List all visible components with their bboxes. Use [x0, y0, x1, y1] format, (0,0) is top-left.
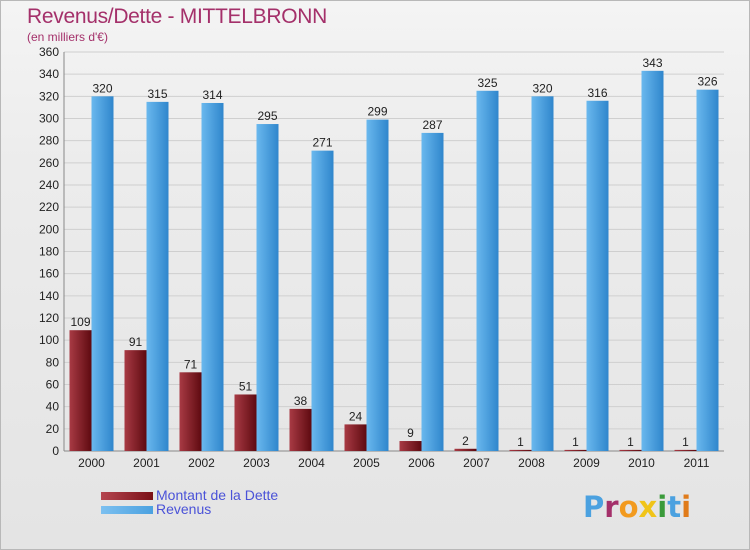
y-tick-label: 360	[39, 45, 59, 59]
data-label: 91	[129, 335, 143, 349]
data-label: 51	[239, 379, 253, 393]
proxiti-logo: Proxiti	[583, 490, 691, 524]
y-tick-label: 280	[39, 134, 59, 148]
data-label: 1	[572, 435, 579, 449]
y-tick-label: 80	[46, 355, 60, 369]
y-tick-label: 100	[39, 333, 59, 347]
debt-bar	[619, 449, 642, 451]
revenue-bar	[696, 89, 719, 451]
revenue-bar	[91, 96, 114, 451]
x-tick-label: 2009	[573, 456, 600, 470]
data-label: 38	[294, 394, 308, 408]
x-tick-label: 2008	[518, 456, 545, 470]
x-tick-label: 2006	[408, 456, 435, 470]
debt-bar	[124, 350, 147, 451]
legend-swatch-debt	[101, 492, 153, 500]
y-tick-label: 40	[46, 400, 60, 414]
data-label: 24	[349, 409, 363, 423]
revenue-bar	[421, 132, 444, 452]
data-label: 325	[477, 76, 497, 90]
x-tick-label: 2010	[628, 456, 655, 470]
x-tick-label: 2003	[243, 456, 270, 470]
y-tick-label: 300	[39, 112, 59, 126]
debt-bar	[234, 394, 257, 451]
legend-label-revenue: Revenus	[156, 501, 212, 517]
y-tick-label: 140	[39, 289, 59, 303]
data-label: 315	[147, 87, 167, 101]
gridlines	[64, 51, 724, 452]
legend-label-debt: Montant de la Dette	[156, 487, 279, 503]
logo-letter: x	[638, 490, 658, 524]
logo-letter: o	[618, 490, 639, 524]
logo-letter: t	[667, 490, 682, 524]
y-tick-label: 0	[52, 444, 59, 458]
axes: 0 20 40 60 80 100 120 140 160 180 200 220 240 260 280 3…	[39, 45, 724, 470]
data-label: 314	[202, 88, 222, 102]
logo-letter: i	[681, 490, 692, 524]
data-label: 2	[462, 434, 469, 448]
debt-bar	[564, 449, 587, 451]
x-tick-label: 2007	[463, 456, 490, 470]
y-tick-label: 340	[39, 67, 59, 81]
debt-bar	[399, 441, 422, 451]
revenue-bar	[311, 150, 334, 451]
data-label: 109	[70, 315, 90, 329]
y-tick-label: 120	[39, 311, 59, 325]
data-labels: 109 320 91 315 71 314 51 295 38 271 24 299 9 287 2 325 1…	[70, 56, 717, 449]
data-label: 343	[642, 56, 662, 70]
logo-letter: r	[604, 490, 619, 524]
debt-bar	[674, 449, 697, 451]
data-label: 295	[257, 109, 277, 123]
y-tick-label: 220	[39, 200, 59, 214]
y-tick-label: 200	[39, 222, 59, 236]
revenue-bar	[366, 119, 389, 451]
revenue-bar	[641, 70, 664, 451]
debt-bar	[509, 449, 532, 451]
debt-bar	[289, 408, 312, 451]
debt-bar	[69, 330, 92, 451]
x-tick-label: 2000	[78, 456, 105, 470]
revenue-bar	[586, 100, 609, 452]
data-label: 1	[682, 435, 689, 449]
data-label: 9	[407, 426, 414, 440]
data-label: 287	[422, 118, 442, 132]
x-tick-label: 2001	[133, 456, 160, 470]
legend-swatch-revenue	[101, 506, 153, 514]
y-tick-label: 60	[46, 378, 60, 392]
data-label: 320	[92, 81, 112, 95]
debt-bar	[179, 372, 202, 451]
y-tick-label: 160	[39, 267, 59, 281]
revenue-bar	[531, 96, 554, 451]
x-tick-label: 2004	[298, 456, 325, 470]
data-label: 320	[532, 81, 552, 95]
data-label: 71	[184, 357, 198, 371]
debt-bar	[344, 424, 367, 451]
data-label: 316	[587, 86, 607, 100]
revenue-bar	[476, 90, 499, 452]
data-label: 1	[627, 435, 634, 449]
y-tick-label: 260	[39, 156, 59, 170]
data-label: 1	[517, 435, 524, 449]
y-tick-label: 20	[46, 422, 60, 436]
data-label: 271	[312, 136, 332, 150]
y-tick-label: 240	[39, 178, 59, 192]
x-tick-label: 2005	[353, 456, 380, 470]
data-label: 326	[697, 75, 717, 89]
x-tick-label: 2011	[684, 456, 710, 470]
chart-subtitle: (en milliers d'€)	[27, 30, 108, 44]
y-tick-label: 180	[39, 245, 59, 259]
revenue-bar	[201, 102, 224, 451]
revenue-bar	[146, 101, 169, 451]
bars	[69, 70, 719, 452]
logo-letter: i	[657, 490, 668, 524]
revenue-bar	[256, 124, 279, 452]
debt-bar	[454, 448, 477, 451]
logo-letter: P	[583, 490, 605, 524]
data-label: 299	[367, 105, 387, 119]
x-tick-label: 2002	[188, 456, 215, 470]
chart-title: Revenus/Dette - MITTELBRONN	[27, 5, 327, 28]
y-tick-label: 320	[39, 89, 59, 103]
